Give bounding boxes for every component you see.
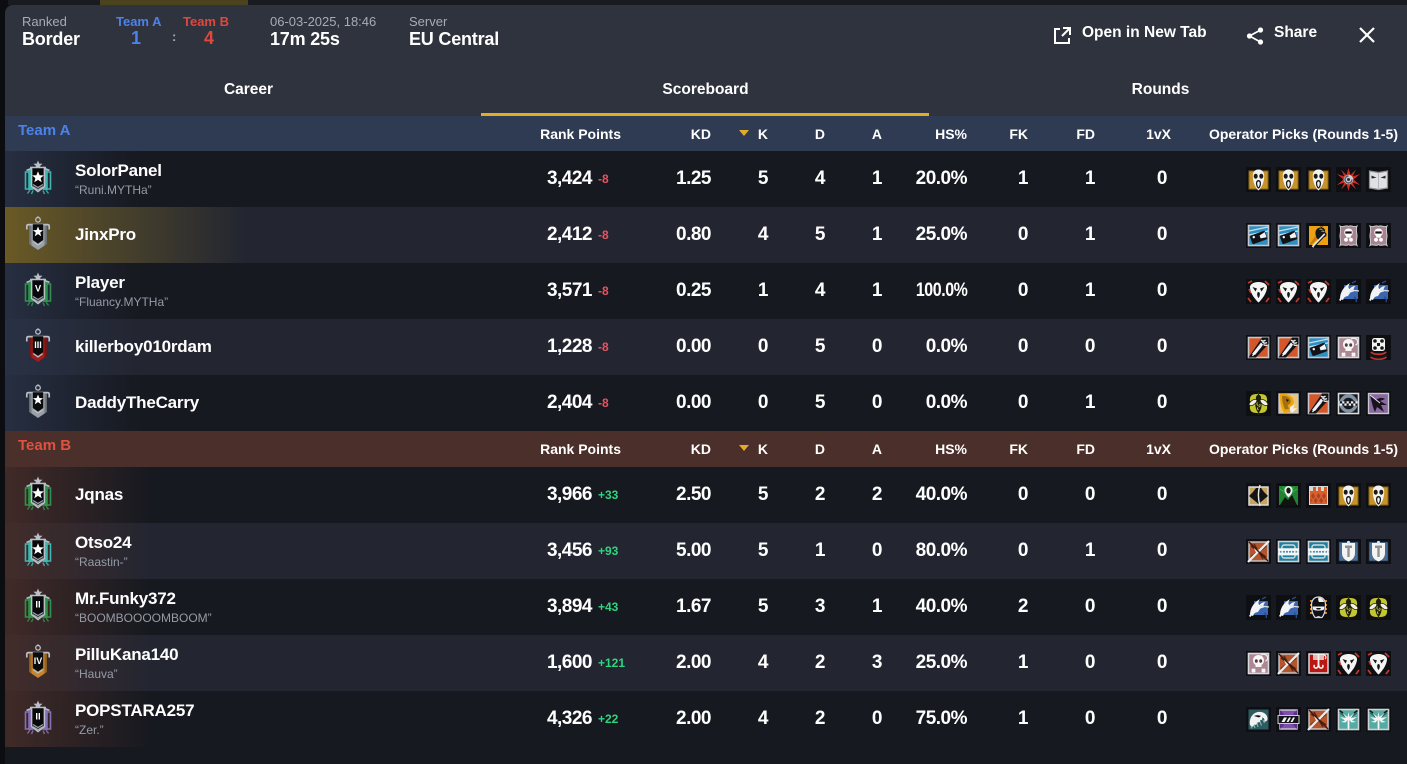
svg-text:II: II xyxy=(35,600,40,611)
svg-text:III: III xyxy=(34,340,42,350)
svg-text:V: V xyxy=(35,284,42,295)
svg-text:II: II xyxy=(35,712,40,723)
svg-text:IV: IV xyxy=(34,656,43,666)
